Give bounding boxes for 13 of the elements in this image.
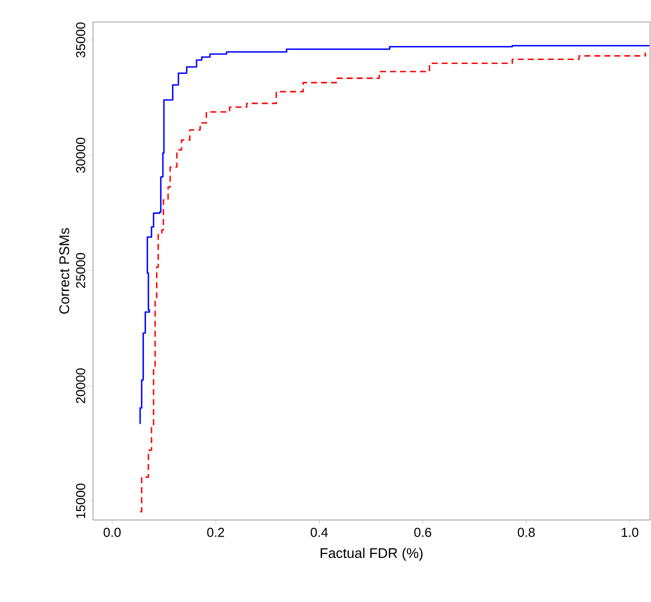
x-tick-label: 0.4: [310, 528, 328, 537]
x-tick-label: 0.6: [414, 528, 432, 537]
x-tick-label: 0.2: [207, 528, 224, 537]
y-tick-label: 35000: [76, 22, 86, 58]
y-tick-label: 30000: [76, 138, 86, 173]
x-tick-label: 0.8: [518, 528, 535, 537]
x-axis-title: Factual FDR (%): [320, 548, 423, 561]
x-tick-label: 1.0: [622, 528, 638, 537]
y-tick-label: 20000: [76, 368, 86, 404]
y-tick-label: 25000: [76, 253, 86, 288]
x-tick-label: 0.0: [104, 528, 121, 537]
y-axis-title: Correct PSMs: [59, 228, 70, 314]
y-tick-label: 15000: [76, 484, 86, 518]
